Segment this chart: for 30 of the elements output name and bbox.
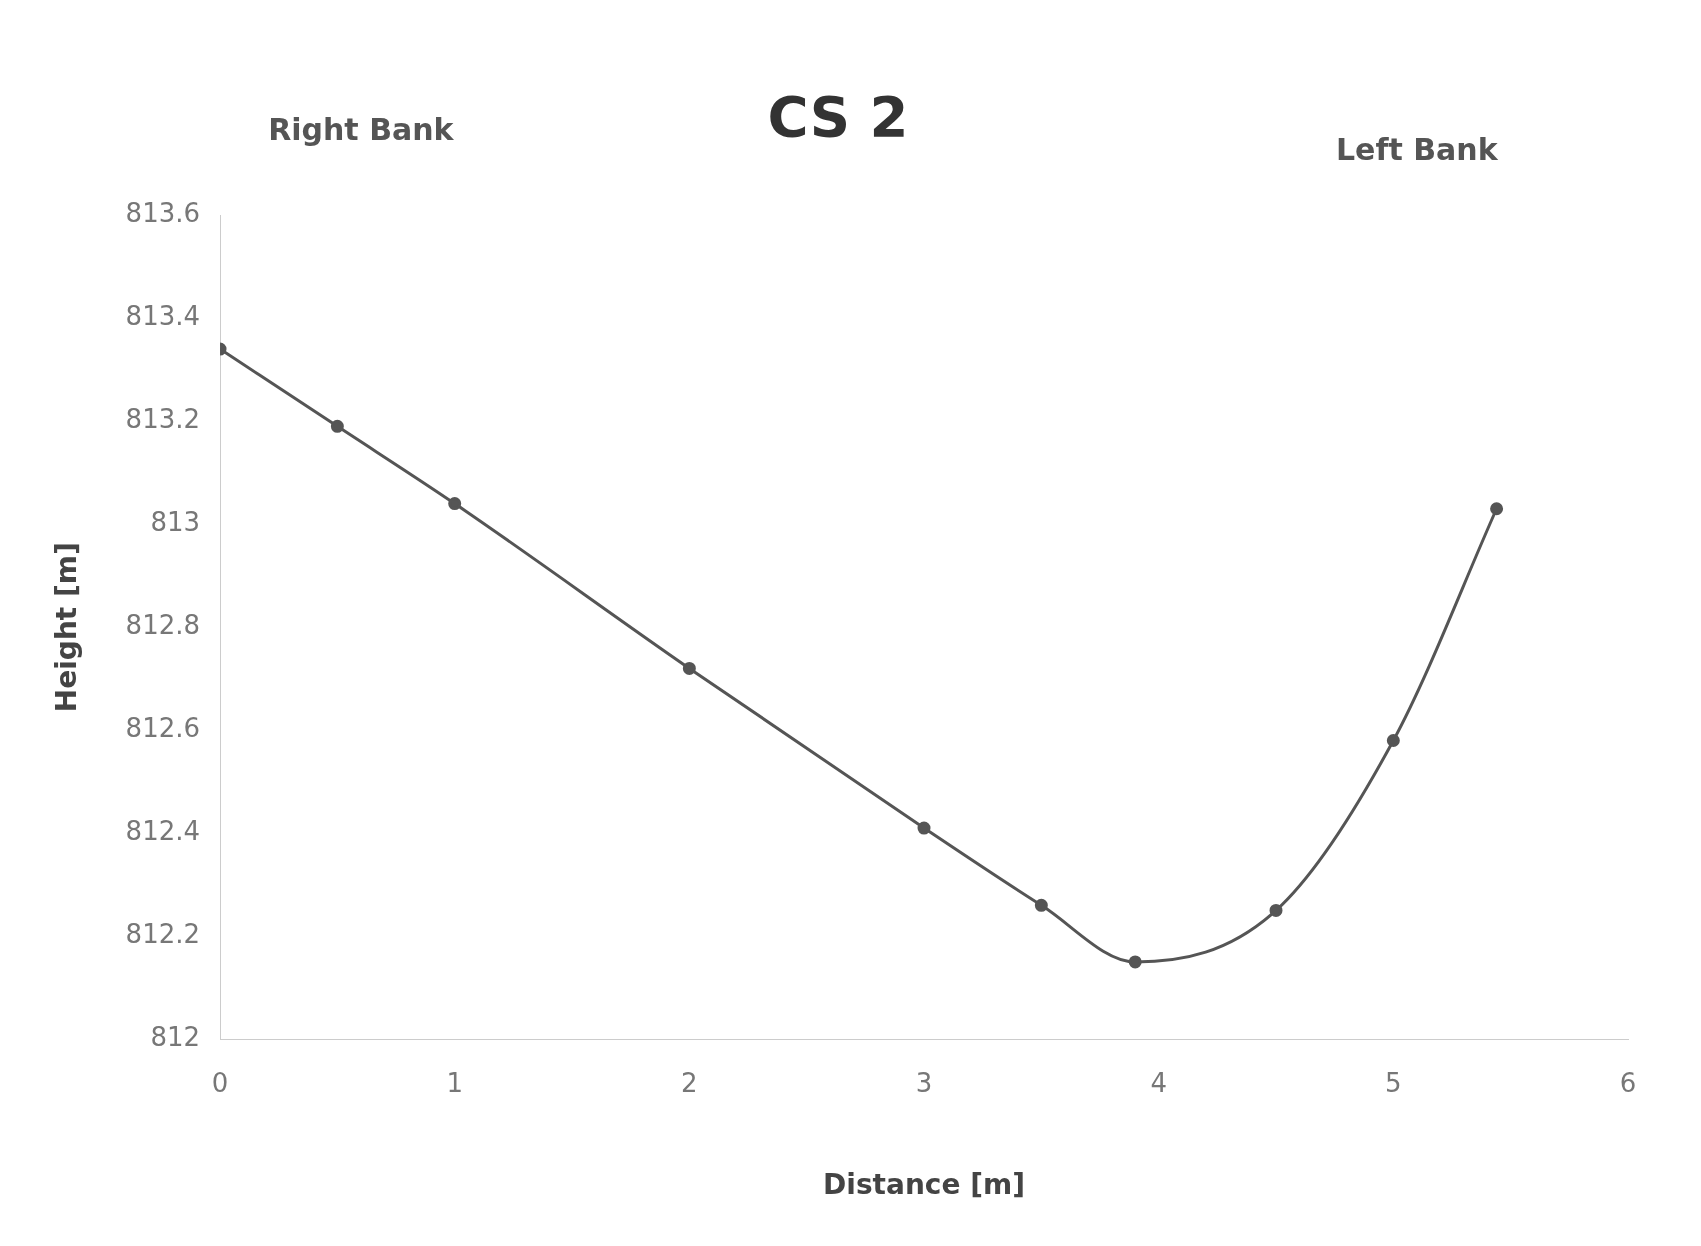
text: Left Bank — [1335, 132, 1499, 168]
y-tick-label: 813.6 — [125, 197, 201, 228]
y-tick-label: 813 — [150, 506, 201, 537]
x-tick-label: 1 — [446, 1067, 463, 1098]
x-tick-label: 4 — [1150, 1067, 1167, 1098]
point — [682, 661, 696, 675]
x-axis-title: Distance [m] — [823, 1168, 1025, 1202]
point — [330, 419, 344, 433]
y-axis-title: Height [m] — [50, 542, 84, 713]
x-tick-label: 0 — [211, 1067, 229, 1098]
point — [448, 497, 462, 511]
x-tick-label: 2 — [681, 1067, 698, 1098]
y-tick-label: 812.2 — [125, 918, 201, 949]
y-tick-label: 812.8 — [125, 609, 201, 640]
text: Right Bank — [268, 112, 455, 148]
x-tick-label: 6 — [1619, 1067, 1637, 1098]
y-tick-label: 813.2 — [125, 403, 201, 434]
point — [1034, 898, 1048, 912]
point — [917, 821, 931, 835]
point — [1128, 955, 1142, 969]
y-tick-label: 812 — [150, 1021, 201, 1052]
y-tick-label: 812.4 — [125, 815, 201, 846]
y-tick-label: 812.6 — [125, 712, 201, 743]
point — [1386, 734, 1400, 747]
x-tick-label: 5 — [1385, 1067, 1402, 1098]
y-tick-label: 813.4 — [125, 300, 201, 331]
x-tick-label: 3 — [915, 1067, 933, 1098]
point — [1269, 903, 1283, 917]
point — [1490, 502, 1504, 516]
chart-title: CS 2 — [767, 84, 909, 150]
